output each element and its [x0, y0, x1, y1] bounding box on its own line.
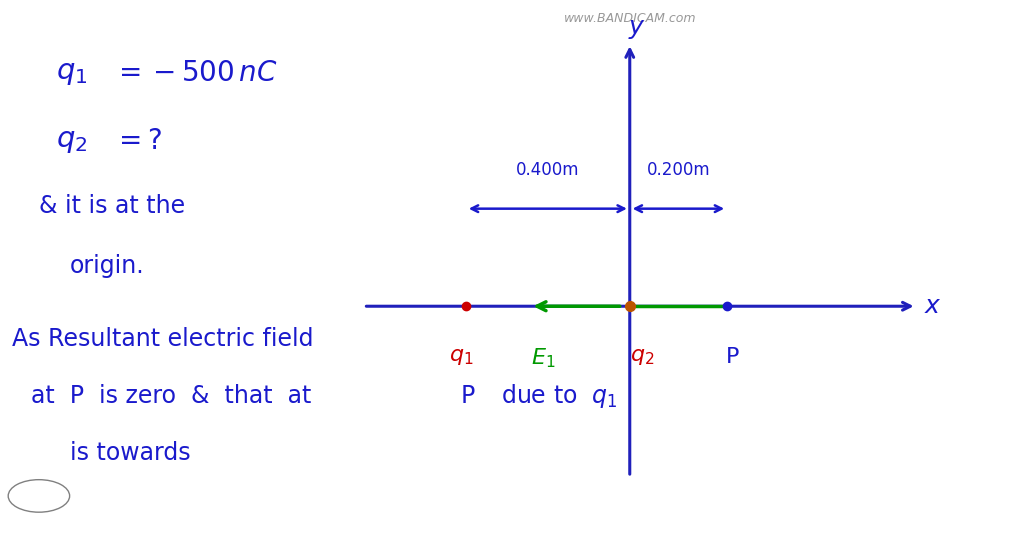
Text: $q_1$: $q_1$	[56, 59, 88, 87]
Text: $= -500\,nC$: $= -500\,nC$	[113, 59, 278, 87]
Text: & it is at the: & it is at the	[39, 194, 185, 218]
Text: is towards: is towards	[70, 441, 190, 464]
Text: P: P	[725, 347, 739, 367]
Text: $q_2$: $q_2$	[56, 127, 88, 155]
Text: $= ?$: $= ?$	[113, 127, 162, 155]
Text: $q_1$: $q_1$	[449, 347, 473, 367]
Text: origin.: origin.	[70, 254, 144, 278]
Text: x: x	[925, 294, 939, 318]
Text: due to  $q_1$: due to $q_1$	[486, 382, 618, 410]
Text: $E_1$: $E_1$	[530, 347, 555, 371]
Text: P: P	[461, 384, 475, 408]
Text: at  P  is zero  &  that  at: at P is zero & that at	[31, 384, 311, 408]
Text: $q_2$: $q_2$	[630, 347, 654, 367]
Text: y: y	[629, 15, 643, 39]
Text: www.BANDICAM.com: www.BANDICAM.com	[563, 12, 696, 25]
Text: As Resultant electric field: As Resultant electric field	[12, 327, 313, 351]
Text: 0.400m: 0.400m	[516, 161, 580, 179]
Text: 0.200m: 0.200m	[646, 161, 711, 179]
